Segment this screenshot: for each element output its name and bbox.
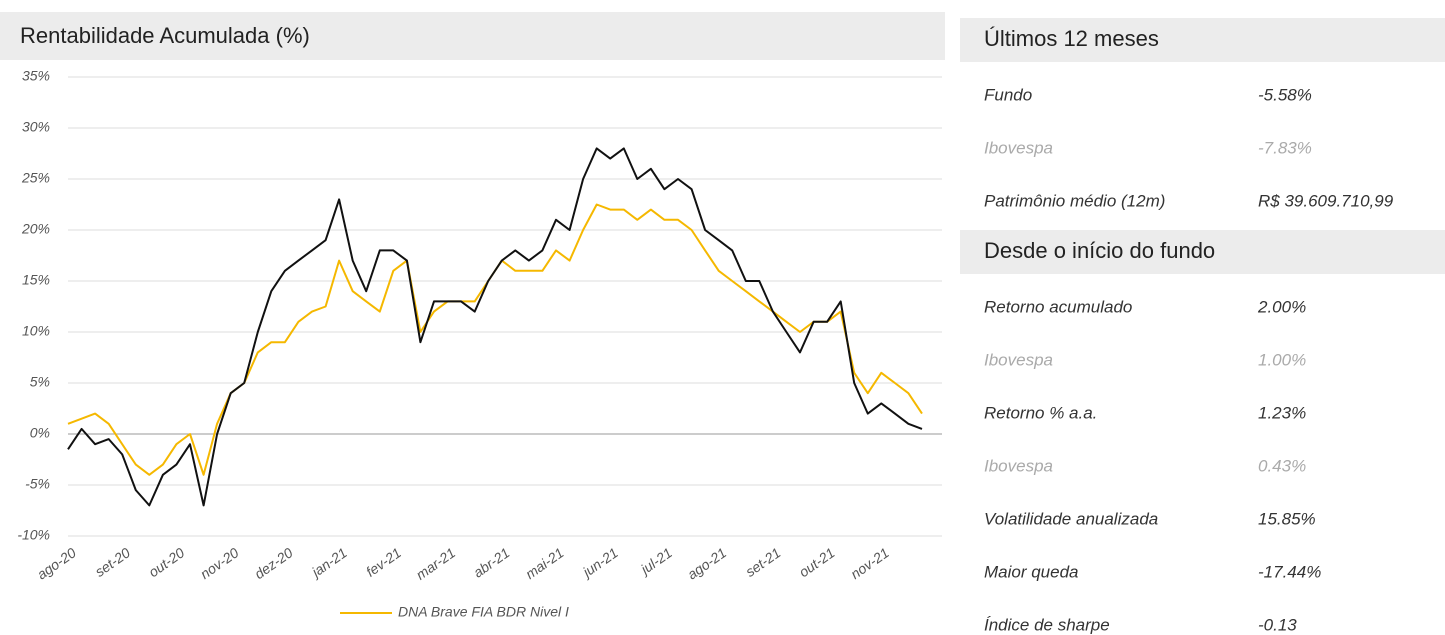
x-tick-label: ago-21	[684, 544, 729, 582]
y-tick-label: 35%	[22, 68, 50, 84]
y-tick-label: -5%	[25, 476, 50, 492]
y-tick-label: 20%	[21, 221, 50, 237]
row-label: Ibovespa	[984, 138, 1053, 157]
x-tick-label: abr-21	[470, 544, 512, 580]
x-tick-label: dez-20	[251, 544, 295, 582]
row-value: 0.43%	[1258, 456, 1306, 475]
row-label: Fundo	[984, 85, 1032, 104]
row-label: Maior queda	[984, 562, 1079, 581]
x-tick-label: jul-21	[636, 544, 675, 578]
row-value: 2.00%	[1257, 297, 1306, 316]
x-tick-label: set-21	[742, 544, 783, 579]
panel-header	[960, 230, 1445, 274]
x-tick-label: ago-20	[34, 544, 79, 582]
row-value: -0.13	[1258, 615, 1297, 634]
x-tick-label: nov-20	[197, 544, 241, 582]
y-tick-label: 10%	[22, 323, 50, 339]
y-tick-label: 0%	[30, 425, 50, 441]
row-label: Retorno % a.a.	[984, 403, 1097, 422]
row-value: 15.85%	[1258, 509, 1316, 528]
x-tick-label: set-20	[92, 544, 133, 580]
row-value: -7.83%	[1258, 138, 1312, 157]
row-label: Patrimônio médio (12m)	[984, 191, 1165, 210]
x-tick-label: jun-21	[578, 544, 621, 581]
row-label: Índice de sharpe	[984, 615, 1110, 634]
y-tick-label: 5%	[30, 374, 50, 390]
x-tick-label: out-21	[796, 544, 838, 580]
row-value: -17.44%	[1258, 562, 1321, 581]
row-label: Retorno acumulado	[984, 297, 1132, 316]
row-value: 1.00%	[1258, 350, 1306, 369]
row-label: Ibovespa	[984, 350, 1053, 369]
chart-header	[0, 12, 945, 60]
x-tick-label: nov-21	[848, 544, 892, 582]
panel-title: Últimos 12 meses	[984, 26, 1159, 51]
legend-label: DNA Brave FIA BDR Nivel I	[398, 604, 569, 620]
panel-title: Desde o início do fundo	[984, 238, 1215, 263]
y-tick-label: 30%	[22, 119, 50, 135]
y-tick-label: 25%	[21, 170, 50, 186]
x-tick-label: out-20	[146, 544, 188, 580]
x-tick-label: mar-21	[413, 544, 458, 582]
x-tick-label: fev-21	[363, 544, 404, 579]
series-line	[67, 147, 923, 507]
x-tick-label: mai-21	[522, 544, 566, 582]
row-value: R$ 39.609.710,99	[1258, 191, 1394, 210]
chart-title: Rentabilidade Acumulada (%)	[20, 23, 310, 48]
y-tick-label: -10%	[17, 527, 50, 543]
row-label: Ibovespa	[984, 456, 1053, 475]
row-value: 1.23%	[1258, 403, 1306, 422]
panel-header	[960, 18, 1445, 62]
row-value: -5.58%	[1258, 85, 1312, 104]
y-tick-label: 15%	[22, 272, 50, 288]
row-label: Volatilidade anualizada	[984, 509, 1158, 528]
x-tick-label: jan-21	[307, 544, 350, 581]
